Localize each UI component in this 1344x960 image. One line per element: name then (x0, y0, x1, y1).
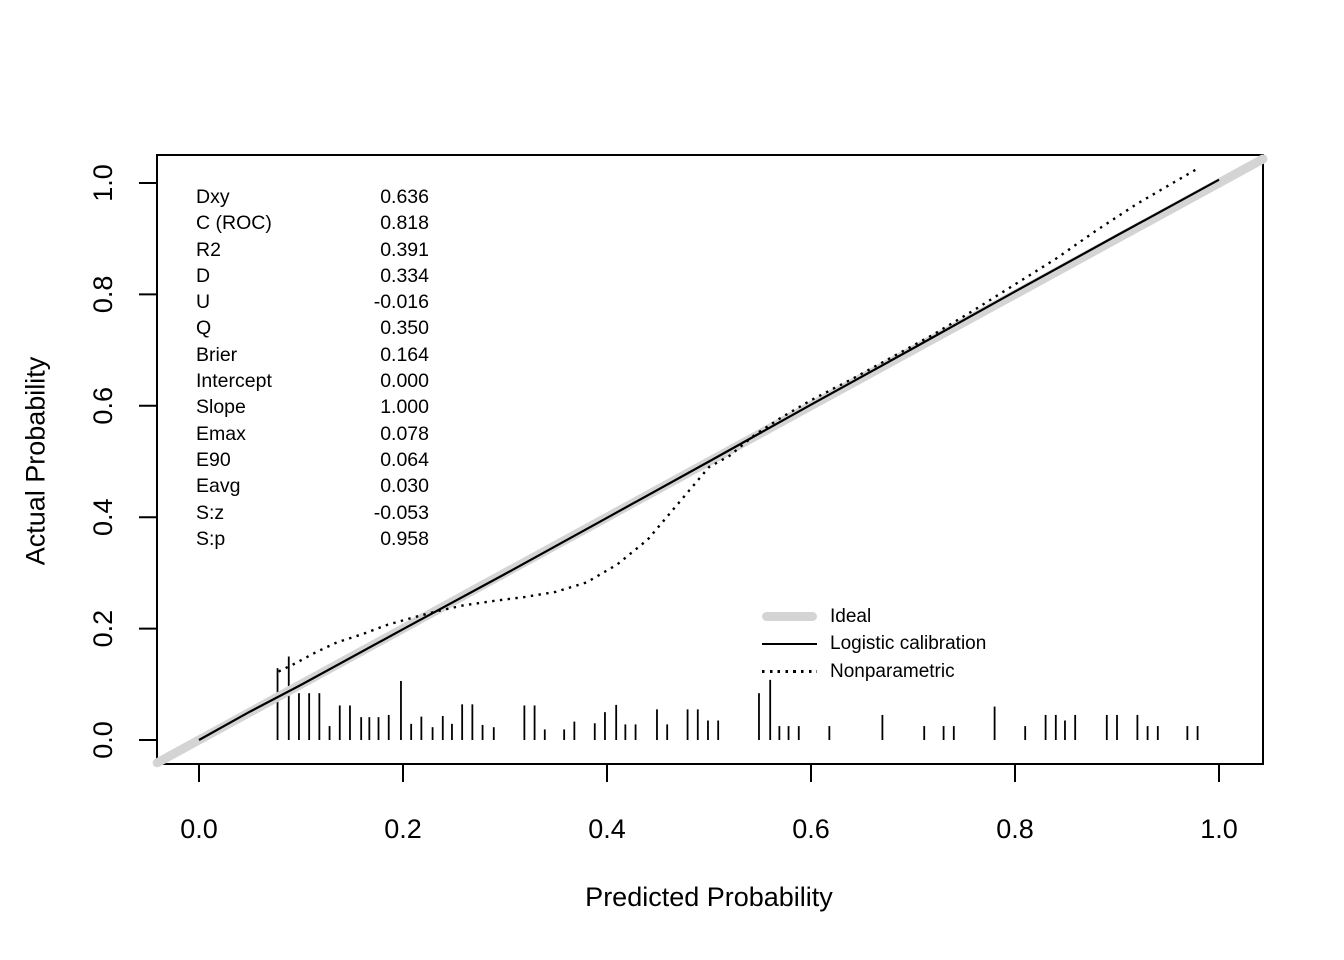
stats-row: Brier 0.164 (196, 342, 429, 368)
legend-label: Logistic calibration (830, 633, 987, 655)
stats-row: Dxy 0.636 (196, 184, 429, 210)
stat-value: 0.164 (380, 343, 429, 366)
x-axis-ticks: 0.0 0.2 0.4 0.6 0.8 1.0 (180, 764, 1238, 844)
x-tick-label: 0.6 (792, 814, 830, 844)
stat-value: 0.391 (380, 238, 429, 261)
stats-row: U -0.016 (196, 289, 429, 315)
stat-value: 0.958 (380, 527, 429, 550)
stats-row: S:z -0.053 (196, 500, 429, 526)
x-tick-label: 0.2 (384, 814, 422, 844)
legend-label: Nonparametric (830, 660, 955, 682)
stats-panel: Dxy 0.636 C (ROC) 0.818 R2 0.391 D 0.334 U -0.016… (196, 184, 429, 552)
stat-value: 0.334 (380, 264, 429, 287)
legend-item-nonparametric: Nonparametric (762, 658, 986, 685)
stats-row: D 0.334 (196, 263, 429, 289)
stat-label: Eavg (196, 475, 241, 498)
stat-label: S:p (196, 527, 226, 550)
x-tick-label: 0.0 (180, 814, 218, 844)
rug-spikes (276, 656, 1199, 740)
stats-row: Q 0.350 (196, 315, 429, 341)
stat-value: 0.818 (380, 212, 429, 235)
stat-label: Intercept (196, 370, 272, 393)
stat-value: 0.030 (380, 475, 429, 498)
stat-label: E90 (196, 448, 231, 471)
stats-row: E90 0.064 (196, 447, 429, 473)
stat-label: U (196, 291, 211, 314)
legend: Ideal Logistic calibration Nonparametric (762, 603, 986, 685)
logistic-line-sample (762, 642, 817, 646)
y-tick-label: 1.0 (88, 164, 118, 202)
stat-label: Slope (196, 396, 246, 419)
stats-row: Slope 1.000 (196, 394, 429, 420)
x-tick-label: 0.8 (996, 814, 1034, 844)
legend-item-ideal: Ideal (762, 603, 986, 630)
y-axis-ticks: 0.0 0.2 0.4 0.6 0.8 1.0 (88, 164, 157, 759)
legend-label: Ideal (830, 606, 872, 627)
stat-value: 0.350 (380, 317, 429, 340)
stat-label: C (ROC) (196, 212, 272, 235)
nonparametric-line (278, 166, 1200, 673)
stat-value: 0.636 (380, 186, 429, 208)
stat-label: S:z (196, 501, 225, 524)
stat-label: R2 (196, 238, 221, 261)
stat-label: Dxy (196, 186, 230, 208)
x-axis-title: Predicted Probability (585, 882, 833, 912)
plot-box (156, 154, 1264, 765)
nonparametric-line-sample (762, 670, 817, 673)
x-tick-label: 0.4 (588, 814, 626, 844)
stat-value: 0.078 (380, 422, 429, 445)
y-tick-label: 0.6 (88, 387, 118, 425)
y-tick-label: 0.0 (88, 721, 118, 759)
stat-value: 0.064 (380, 448, 429, 471)
stats-row: C (ROC) 0.818 (196, 210, 429, 236)
logistic-line (198, 178, 1220, 741)
stat-label: D (196, 264, 211, 287)
stats-row: Emax 0.078 (196, 421, 429, 447)
stat-label: Emax (196, 422, 246, 445)
stats-row: Intercept 0.000 (196, 368, 429, 394)
legend-item-logistic: Logistic calibration (762, 630, 986, 657)
stat-label: Brier (196, 343, 238, 366)
stats-row: R2 0.391 (196, 237, 429, 263)
ideal-line-sample (762, 612, 817, 622)
stat-value: 0.000 (380, 370, 429, 393)
stat-value: -0.016 (373, 291, 429, 314)
y-axis-title: Actual Probability (20, 356, 51, 566)
stats-row: S:p 0.958 (196, 526, 429, 552)
x-tick-label: 1.0 (1200, 814, 1238, 844)
y-tick-label: 0.8 (88, 276, 118, 314)
stat-value: -0.053 (373, 501, 429, 524)
y-tick-label: 0.2 (88, 610, 118, 648)
stat-label: Q (196, 317, 212, 340)
stat-value: 1.000 (380, 396, 429, 419)
y-tick-label: 0.4 (88, 498, 118, 536)
stats-row: Eavg 0.030 (196, 473, 429, 499)
